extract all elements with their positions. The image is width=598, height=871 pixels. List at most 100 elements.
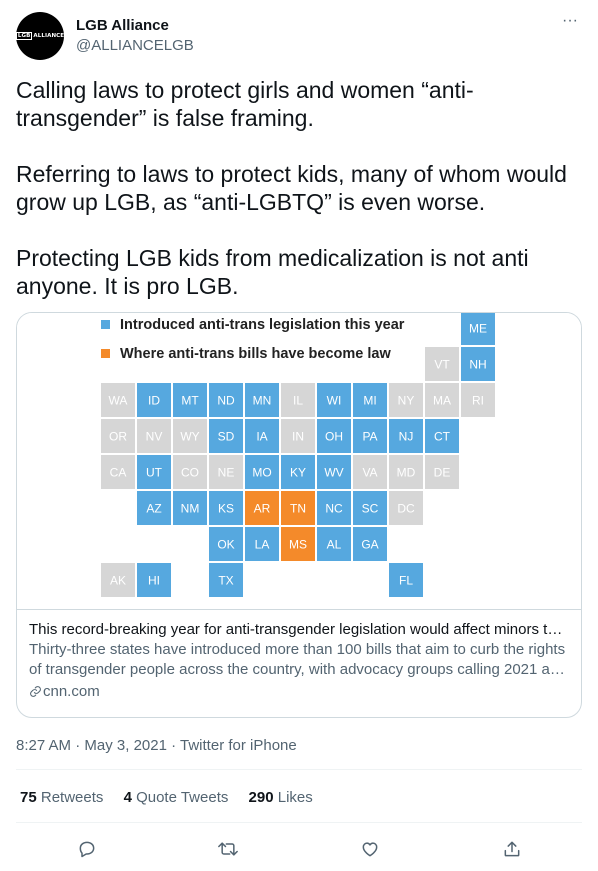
quote-tweets-stat[interactable]: 4 Quote Tweets bbox=[123, 789, 229, 806]
state-tile-pa bbox=[353, 419, 387, 453]
state-label: MD bbox=[397, 466, 416, 480]
state-tile-az bbox=[137, 491, 171, 525]
tweet-stats: 75 Retweets 4 Quote Tweets 290 Likes bbox=[20, 788, 329, 808]
retweet-icon[interactable] bbox=[213, 834, 243, 864]
card-title: This record-breaking year for anti-trans… bbox=[29, 621, 569, 638]
state-label: UT bbox=[146, 466, 163, 480]
state-label: KY bbox=[290, 466, 306, 480]
state-label: ME bbox=[469, 322, 487, 336]
author-names: LGB Alliance @ALLIANCELGB bbox=[76, 16, 194, 56]
state-tile-ca bbox=[101, 455, 135, 489]
display-name[interactable]: LGB Alliance bbox=[76, 17, 169, 34]
state-label: DE bbox=[434, 466, 451, 480]
state-label: HI bbox=[148, 574, 160, 588]
state-label: VT bbox=[434, 358, 450, 372]
state-tile-sd bbox=[209, 419, 243, 453]
avatar[interactable]: LGB ALLIANCE bbox=[15, 12, 65, 60]
state-label: MN bbox=[253, 394, 272, 408]
link-icon bbox=[29, 684, 43, 704]
reply-icon[interactable] bbox=[72, 834, 102, 864]
state-label: TN bbox=[290, 502, 306, 516]
tweet-paragraph: Protecting LGB kids from medicalization … bbox=[16, 245, 529, 299]
state-label: WI bbox=[327, 394, 342, 408]
state-tile-ar bbox=[245, 491, 279, 525]
state-tile-md bbox=[389, 455, 423, 489]
state-label: WV bbox=[324, 466, 343, 480]
state-label: SD bbox=[218, 430, 235, 444]
state-label: CO bbox=[181, 466, 199, 480]
state-tile-ky bbox=[281, 455, 315, 489]
state-tile-ak bbox=[101, 563, 135, 597]
state-label: RI bbox=[472, 394, 484, 408]
tweet-time[interactable]: 8:27 AM bbox=[16, 737, 72, 754]
state-label: FL bbox=[399, 574, 413, 588]
us-tile-map: Introduced anti-trans legislation this y… bbox=[101, 313, 495, 597]
state-tile-mo bbox=[245, 455, 279, 489]
state-tile-ks bbox=[209, 491, 243, 525]
state-tile-sc bbox=[353, 491, 387, 525]
tweet-paragraph: Referring to laws to protect kids, many … bbox=[16, 161, 567, 215]
tweet-timestamp: 8:27 AM · May 3, 2021 · Twitter for iPho… bbox=[16, 737, 297, 754]
state-tile-wa bbox=[101, 383, 135, 417]
state-label: NH bbox=[469, 358, 486, 372]
state-label: ND bbox=[217, 394, 235, 408]
state-tile-id bbox=[137, 383, 171, 417]
state-label: DC bbox=[397, 502, 415, 516]
state-tile-de bbox=[425, 455, 459, 489]
tweet-source[interactable]: Twitter for iPhone bbox=[180, 737, 297, 754]
state-tile-ok bbox=[209, 527, 243, 561]
state-tile-or bbox=[101, 419, 135, 453]
likes-stat[interactable]: 290 Likes bbox=[248, 789, 313, 806]
link-card[interactable]: Introduced anti-trans legislation this y… bbox=[16, 312, 582, 718]
state-tile-ct bbox=[425, 419, 459, 453]
state-tile-me bbox=[461, 313, 495, 345]
state-tile-va bbox=[353, 455, 387, 489]
legend-swatch bbox=[101, 320, 110, 329]
share-icon[interactable] bbox=[497, 834, 527, 864]
avatar-logo: LGB ALLIANCE bbox=[15, 32, 65, 40]
divider bbox=[16, 769, 582, 770]
state-tile-ut bbox=[137, 455, 171, 489]
retweets-stat[interactable]: 75 Retweets bbox=[20, 789, 104, 806]
tweet-header: LGB ALLIANCE LGB Alliance @ALLIANCELGB ··… bbox=[15, 12, 582, 60]
card-description: Thirty-three states have introduced more… bbox=[29, 641, 566, 678]
state-label: IL bbox=[293, 394, 303, 408]
state-label: LA bbox=[255, 538, 270, 552]
state-tile-oh bbox=[317, 419, 351, 453]
state-label: GA bbox=[361, 538, 378, 552]
state-tile-mn bbox=[245, 383, 279, 417]
card-domain-text: cnn.com bbox=[43, 683, 100, 700]
state-label: NV bbox=[146, 430, 163, 444]
like-icon[interactable] bbox=[355, 834, 385, 864]
more-options-icon[interactable]: ··· bbox=[562, 12, 578, 29]
state-label: IN bbox=[292, 430, 304, 444]
user-handle[interactable]: @ALLIANCELGB bbox=[76, 37, 194, 54]
state-tile-tx bbox=[209, 563, 243, 597]
state-tile-dc bbox=[389, 491, 423, 525]
state-tile-fl bbox=[389, 563, 423, 597]
state-tile-hi bbox=[137, 563, 171, 597]
state-label: OR bbox=[109, 430, 127, 444]
state-tile-wv bbox=[317, 455, 351, 489]
state-label: CT bbox=[434, 430, 451, 444]
state-tile-wy bbox=[173, 419, 207, 453]
state-label: NJ bbox=[399, 430, 414, 444]
state-tile-mi bbox=[353, 383, 387, 417]
state-tile-nv bbox=[137, 419, 171, 453]
state-tile-wi bbox=[317, 383, 351, 417]
state-label: NC bbox=[325, 502, 343, 516]
state-tile-tn bbox=[281, 491, 315, 525]
state-label: OH bbox=[325, 430, 343, 444]
state-tile-vt bbox=[425, 347, 459, 381]
card-meta: This record-breaking year for anti-trans… bbox=[17, 609, 581, 717]
state-tile-ms bbox=[281, 527, 315, 561]
legend-label: Where anti-trans bills have become law bbox=[120, 346, 391, 362]
tweet-date[interactable]: May 3, 2021 bbox=[84, 737, 167, 754]
state-label: WY bbox=[180, 430, 199, 444]
state-label: NM bbox=[181, 502, 200, 516]
state-tile-nm bbox=[173, 491, 207, 525]
state-label: ID bbox=[148, 394, 160, 408]
state-label: TX bbox=[218, 574, 233, 588]
state-label: AL bbox=[327, 538, 342, 552]
state-tile-ia bbox=[245, 419, 279, 453]
